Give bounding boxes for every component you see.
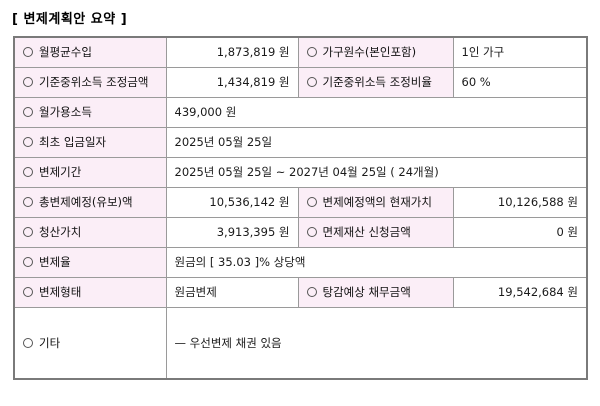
cell-text: 10,126,588 원 — [497, 195, 578, 210]
cell-text: 면제재산 신청금액 — [322, 225, 411, 240]
row-label-cell: 변제기간 — [13, 157, 167, 188]
cell-text: 총변제예정(유보)액 — [39, 195, 133, 210]
row-label-cell: 청산가치 — [13, 217, 167, 248]
table-row: 변제율 원금의 [ 35.03 ]% 상당액 — [13, 247, 588, 278]
table-row: 청산가치 3,913,395 원 면제재산 신청금액 0 원 — [13, 217, 588, 248]
page-title: [ 변제계획안 요약 ] — [12, 12, 128, 27]
row-value-cell: 0 원 — [452, 217, 588, 248]
cell-text: — 우선변제 채권 있음 — [174, 335, 282, 350]
cell-text: 기준중위소득 조정금액 — [39, 75, 149, 90]
row-label-cell: 기준중위소득 조정금액 — [13, 67, 167, 98]
table-row: 월평균수입 1,873,819 원 가구원수(본인포함) 1인 가구 — [13, 36, 588, 68]
circle-bullet-icon — [306, 77, 317, 88]
table-row: 기준중위소득 조정금액 1,434,819 원 기준중위소득 조정비율 60 % — [13, 67, 588, 98]
cell-text: 변제율 — [39, 255, 71, 270]
row-value-cell: 원금변제 — [165, 277, 299, 308]
cell-text: 60 % — [461, 75, 491, 90]
circle-bullet-icon — [23, 287, 33, 298]
row-label-cell: 변제형태 — [13, 277, 167, 308]
row-label-cell: 탕감예상 채무금액 — [297, 277, 454, 308]
circle-bullet-icon — [306, 47, 317, 58]
row-label-cell: 면제재산 신청금액 — [297, 217, 454, 248]
row-value-cell: 19,542,684 원 — [452, 277, 588, 308]
cell-text: 2025년 05월 25일 ~ 2027년 04월 25일 ( 24개월) — [174, 165, 439, 180]
row-label-cell: 변제율 — [13, 247, 167, 278]
cell-text: 1,873,819 원 — [216, 45, 290, 60]
row-value-cell: 3,913,395 원 — [165, 217, 299, 248]
row-value-cell: 2025년 05월 25일 — [165, 127, 588, 158]
table-row: 월가용소득 439,000 원 — [13, 97, 588, 128]
cell-text: 변제예정액의 현재가치 — [322, 195, 432, 210]
circle-bullet-icon — [23, 77, 33, 88]
row-value-cell: — 우선변제 채권 있음 — [165, 307, 588, 380]
cell-text: 청산가치 — [39, 225, 82, 240]
row-value-cell: 1인 가구 — [452, 36, 588, 68]
table-row: 변제기간 2025년 05월 25일 ~ 2027년 04월 25일 ( 24개월… — [13, 157, 588, 188]
cell-text: 10,536,142 원 — [209, 195, 290, 210]
row-label-cell: 최초 입금일자 — [13, 127, 167, 158]
row-label-cell: 기타 — [13, 307, 167, 380]
row-value-cell: 439,000 원 — [165, 97, 588, 128]
circle-bullet-icon — [306, 197, 317, 208]
row-label-cell: 변제예정액의 현재가치 — [297, 187, 454, 218]
cell-text: 월가용소득 — [39, 105, 92, 120]
cell-text: 최초 입금일자 — [39, 135, 107, 150]
cell-text: 19,542,684 원 — [497, 285, 578, 300]
circle-bullet-icon — [306, 227, 317, 238]
cell-text: 1인 가구 — [461, 45, 505, 60]
cell-text: 원금의 [ 35.03 ]% 상당액 — [174, 255, 306, 270]
cell-text: 원금변제 — [174, 285, 217, 300]
table-row: 변제형태 원금변제 탕감예상 채무금액 19,542,684 원 — [13, 277, 588, 308]
table-row: 총변제예정(유보)액 10,536,142 원 변제예정액의 현재가치 10,126,… — [13, 187, 588, 218]
circle-bullet-icon — [23, 137, 33, 148]
row-label-cell: 기준중위소득 조정비율 — [297, 67, 454, 98]
row-value-cell: 10,536,142 원 — [165, 187, 299, 218]
cell-text: 0 원 — [556, 225, 578, 240]
cell-text: 기준중위소득 조정비율 — [322, 75, 432, 90]
circle-bullet-icon — [23, 197, 33, 208]
row-value-cell: 1,873,819 원 — [165, 36, 299, 68]
row-value-cell: 1,434,819 원 — [165, 67, 299, 98]
circle-bullet-icon — [23, 167, 33, 178]
cell-text: 439,000 원 — [174, 105, 237, 120]
cell-text: 2025년 05월 25일 — [174, 135, 273, 150]
row-value-cell: 2025년 05월 25일 ~ 2027년 04월 25일 ( 24개월) — [165, 157, 588, 188]
cell-text: 탕감예상 채무금액 — [322, 285, 411, 300]
row-label-cell: 총변제예정(유보)액 — [13, 187, 167, 218]
circle-bullet-icon — [23, 107, 33, 118]
cell-text: 3,913,395 원 — [216, 225, 290, 240]
cell-text: 월평균수입 — [39, 45, 92, 60]
cell-text: 변제형태 — [39, 285, 82, 300]
circle-bullet-icon — [23, 257, 33, 268]
row-label-cell: 가구원수(본인포함) — [297, 36, 454, 68]
row-value-cell: 원금의 [ 35.03 ]% 상당액 — [165, 247, 588, 278]
row-label-cell: 월가용소득 — [13, 97, 167, 128]
cell-text: 1,434,819 원 — [216, 75, 290, 90]
circle-bullet-icon — [306, 287, 317, 298]
row-label-cell: 월평균수입 — [13, 36, 167, 68]
row-value-cell: 60 % — [452, 67, 588, 98]
circle-bullet-icon — [23, 227, 33, 238]
cell-text: 기타 — [39, 335, 61, 350]
circle-bullet-icon — [23, 337, 33, 348]
table-row: 최초 입금일자 2025년 05월 25일 — [13, 127, 588, 158]
circle-bullet-icon — [23, 47, 33, 58]
cell-text: 가구원수(본인포함) — [322, 45, 417, 60]
row-value-cell: 10,126,588 원 — [452, 187, 588, 218]
cell-text: 변제기간 — [39, 165, 82, 180]
table-row: 기타 — 우선변제 채권 있음 — [13, 307, 588, 380]
